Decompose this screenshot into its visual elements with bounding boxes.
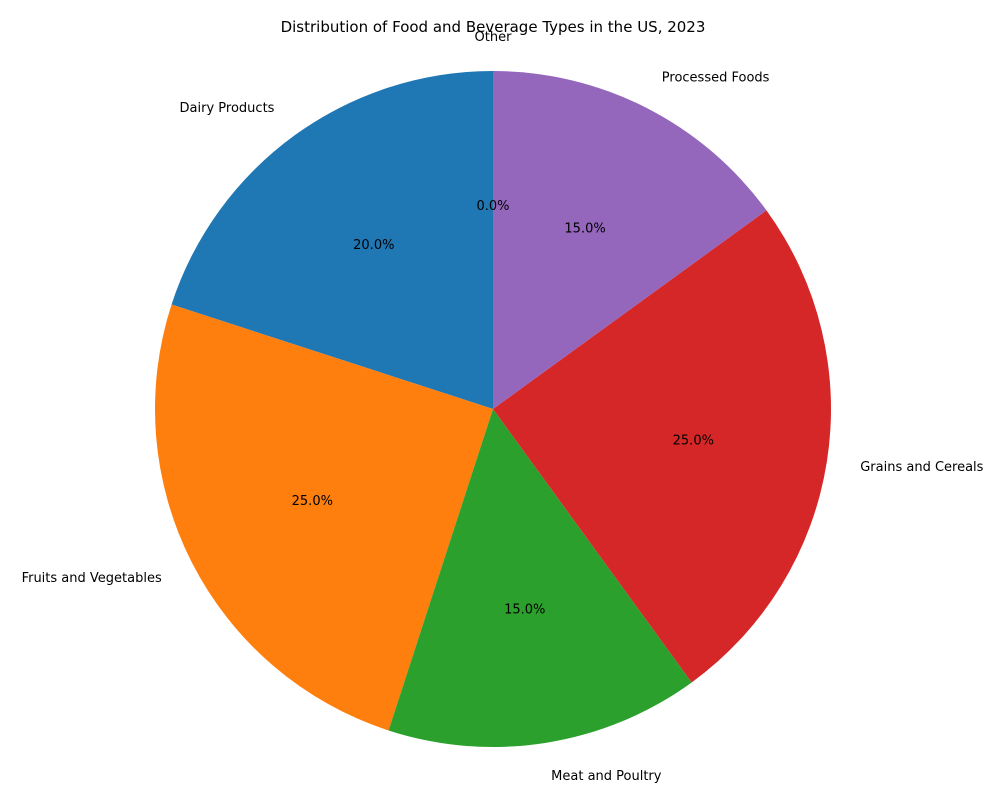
slice-processed-foods <box>493 71 767 409</box>
slice-fruits-and-vegetables <box>154 304 493 731</box>
pie-labels: Dairy Products 20.0% Fruits and Vegetables… <box>22 30 984 784</box>
slice-label-processed-foods: Processed Foods <box>662 71 770 86</box>
pie-slices <box>154 71 831 747</box>
slice-meat-and-poultry <box>388 409 692 747</box>
slice-percent-other: 0.0% <box>476 199 509 214</box>
slice-label-grains-and-cereals: Grains and Cereals <box>860 460 983 475</box>
slice-label-meat-and-poultry: Meat and Poultry <box>551 769 662 784</box>
slice-percent-meat-and-poultry: 15.0% <box>504 602 545 617</box>
slice-percent-processed-foods: 15.0% <box>564 221 605 236</box>
slice-label-dairy-products: Dairy Products <box>180 101 275 116</box>
slice-label-other: Other <box>475 30 513 45</box>
slice-grains-and-cereals <box>493 210 831 683</box>
slice-label-fruits-and-vegetables: Fruits and Vegetables <box>22 571 162 586</box>
chart-title: Distribution of Food and Beverage Types … <box>281 18 706 36</box>
slice-percent-dairy-products: 20.0% <box>353 238 394 253</box>
slice-percent-fruits-and-vegetables: 25.0% <box>292 494 333 509</box>
slice-percent-grains-and-cereals: 25.0% <box>673 434 714 449</box>
slice-dairy-products <box>171 71 493 409</box>
